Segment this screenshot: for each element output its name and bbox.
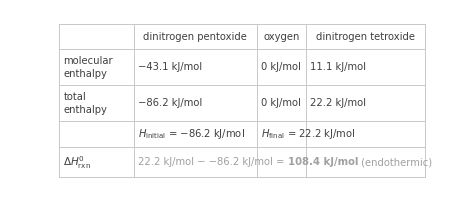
Text: total
enthalpy: total enthalpy <box>63 92 107 115</box>
Text: −43.1 kJ/mol: −43.1 kJ/mol <box>138 62 202 72</box>
Text: molecular
enthalpy: molecular enthalpy <box>63 56 113 79</box>
Text: −86.2 kJ/mol: −86.2 kJ/mol <box>138 98 202 108</box>
Text: dinitrogen tetroxide: dinitrogen tetroxide <box>316 31 415 42</box>
Text: 11.1 kJ/mol: 11.1 kJ/mol <box>310 62 366 72</box>
Text: (endothermic): (endothermic) <box>358 157 432 167</box>
Text: 22.2 kJ/mol: 22.2 kJ/mol <box>310 98 366 108</box>
Text: 0 kJ/mol: 0 kJ/mol <box>261 98 301 108</box>
Text: dinitrogen pentoxide: dinitrogen pentoxide <box>143 31 247 42</box>
Text: oxygen: oxygen <box>263 31 299 42</box>
Text: 22.2 kJ/mol − −86.2 kJ/mol =: 22.2 kJ/mol − −86.2 kJ/mol = <box>138 157 288 167</box>
Text: $H_\mathrm{final}$ = 22.2 kJ/mol: $H_\mathrm{final}$ = 22.2 kJ/mol <box>261 127 355 141</box>
Text: 0 kJ/mol: 0 kJ/mol <box>261 62 301 72</box>
Text: $H_\mathrm{initial}$ = −86.2 kJ/mol: $H_\mathrm{initial}$ = −86.2 kJ/mol <box>138 127 245 141</box>
Text: $\Delta H^0_\mathrm{rxn}$: $\Delta H^0_\mathrm{rxn}$ <box>63 154 92 171</box>
Text: 108.4 kJ/mol: 108.4 kJ/mol <box>288 157 358 167</box>
